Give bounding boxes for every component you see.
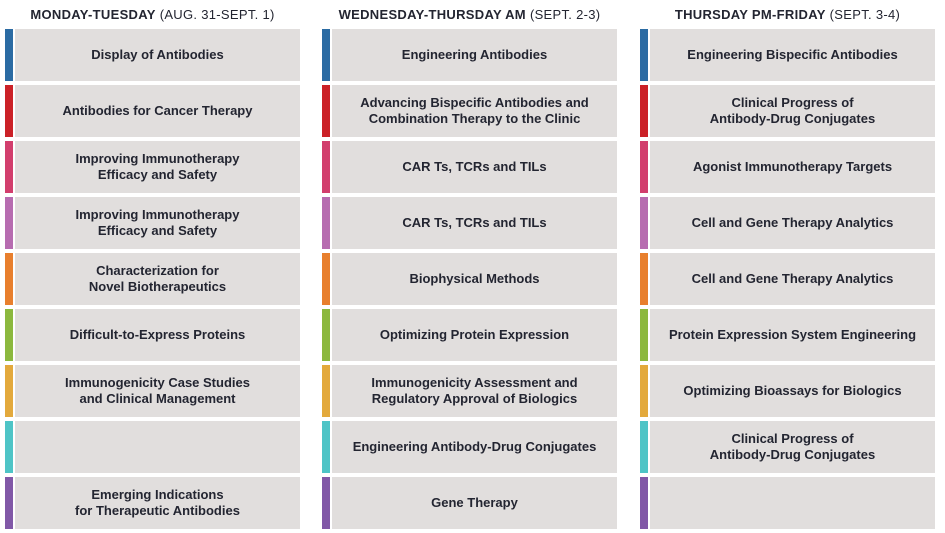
session-card: Difficult-to-Express Proteins (5, 309, 300, 361)
track-color-bar (640, 477, 648, 529)
schedule-column-monday-tuesday: MONDAY-TUESDAY (AUG. 31-SEPT. 1) Display… (5, 0, 300, 529)
session-card: Improving Immunotherapy Efficacy and Saf… (5, 197, 300, 249)
session-card: Optimizing Bioassays for Biologics (640, 365, 935, 417)
track-color-bar (5, 421, 13, 473)
column-header-dates: (SEPT. 3-4) (829, 7, 901, 22)
session-title: Agonist Immunotherapy Targets (650, 141, 935, 193)
schedule-column-wednesday-thursday-am: WEDNESDAY-THURSDAY AM (SEPT. 2-3) Engine… (322, 0, 617, 529)
schedule-column-thursday-pm-friday: THURSDAY PM-FRIDAY (SEPT. 3-4) Engineeri… (640, 0, 935, 529)
column-header: WEDNESDAY-THURSDAY AM (SEPT. 2-3) (322, 0, 617, 29)
track-color-bar (322, 197, 330, 249)
track-color-bar (322, 477, 330, 529)
session-list: Engineering Bispecific Antibodies Clinic… (640, 29, 935, 529)
track-color-bar (322, 309, 330, 361)
track-color-bar (322, 85, 330, 137)
track-color-bar (5, 197, 13, 249)
session-list: Display of Antibodies Antibodies for Can… (5, 29, 300, 529)
session-card: Biophysical Methods (322, 253, 617, 305)
track-color-bar (640, 85, 648, 137)
session-title (15, 421, 300, 473)
session-title: Cell and Gene Therapy Analytics (650, 253, 935, 305)
session-title: Improving Immunotherapy Efficacy and Saf… (15, 197, 300, 249)
session-title: Cell and Gene Therapy Analytics (650, 197, 935, 249)
session-title: CAR Ts, TCRs and TILs (332, 141, 617, 193)
track-color-bar (640, 197, 648, 249)
track-color-bar (5, 29, 13, 81)
session-title: Emerging Indications for Therapeutic Ant… (15, 477, 300, 529)
track-color-bar (640, 141, 648, 193)
session-list: Engineering Antibodies Advancing Bispeci… (322, 29, 617, 529)
session-card: Protein Expression System Engineering (640, 309, 935, 361)
column-header-dates: (SEPT. 2-3) (529, 7, 601, 22)
session-title: Antibodies for Cancer Therapy (15, 85, 300, 137)
session-card: Cell and Gene Therapy Analytics (640, 197, 935, 249)
session-card: Engineering Antibodies (322, 29, 617, 81)
session-card: Engineering Bispecific Antibodies (640, 29, 935, 81)
session-title: Protein Expression System Engineering (650, 309, 935, 361)
track-color-bar (5, 253, 13, 305)
session-card: Clinical Progress of Antibody-Drug Conju… (640, 85, 935, 137)
track-color-bar (5, 309, 13, 361)
session-card: Cell and Gene Therapy Analytics (640, 253, 935, 305)
column-header-days: MONDAY-TUESDAY (30, 7, 156, 22)
session-card: CAR Ts, TCRs and TILs (322, 141, 617, 193)
session-card: Agonist Immunotherapy Targets (640, 141, 935, 193)
column-header-days: THURSDAY PM-FRIDAY (674, 7, 826, 22)
session-title: Improving Immunotherapy Efficacy and Saf… (15, 141, 300, 193)
track-color-bar (640, 29, 648, 81)
track-color-bar (5, 477, 13, 529)
session-title: Clinical Progress of Antibody-Drug Conju… (650, 421, 935, 473)
track-color-bar (5, 85, 13, 137)
session-card (5, 421, 300, 473)
session-title: Difficult-to-Express Proteins (15, 309, 300, 361)
session-card: Immunogenicity Case Studies and Clinical… (5, 365, 300, 417)
session-card: CAR Ts, TCRs and TILs (322, 197, 617, 249)
session-title: Engineering Antibody-Drug Conjugates (332, 421, 617, 473)
track-color-bar (5, 365, 13, 417)
session-title: Clinical Progress of Antibody-Drug Conju… (650, 85, 935, 137)
session-title: Engineering Bispecific Antibodies (650, 29, 935, 81)
session-card (640, 477, 935, 529)
session-title: Immunogenicity Case Studies and Clinical… (15, 365, 300, 417)
session-card: Characterization for Novel Biotherapeuti… (5, 253, 300, 305)
session-card: Clinical Progress of Antibody-Drug Conju… (640, 421, 935, 473)
column-header: THURSDAY PM-FRIDAY (SEPT. 3-4) (640, 0, 935, 29)
session-card: Display of Antibodies (5, 29, 300, 81)
track-color-bar (640, 253, 648, 305)
session-title: Advancing Bispecific Antibodies and Comb… (332, 85, 617, 137)
session-title: Optimizing Protein Expression (332, 309, 617, 361)
session-title: CAR Ts, TCRs and TILs (332, 197, 617, 249)
session-title: Engineering Antibodies (332, 29, 617, 81)
track-color-bar (322, 365, 330, 417)
track-color-bar (640, 365, 648, 417)
session-title: Immunogenicity Assessment and Regulatory… (332, 365, 617, 417)
session-card: Antibodies for Cancer Therapy (5, 85, 300, 137)
session-title: Biophysical Methods (332, 253, 617, 305)
session-card: Engineering Antibody-Drug Conjugates (322, 421, 617, 473)
session-card: Gene Therapy (322, 477, 617, 529)
track-color-bar (322, 421, 330, 473)
column-header: MONDAY-TUESDAY (AUG. 31-SEPT. 1) (5, 0, 300, 29)
track-color-bar (322, 253, 330, 305)
column-header-days: WEDNESDAY-THURSDAY AM (338, 7, 526, 22)
track-color-bar (640, 421, 648, 473)
session-title (650, 477, 935, 529)
session-card: Optimizing Protein Expression (322, 309, 617, 361)
session-title: Gene Therapy (332, 477, 617, 529)
track-color-bar (322, 141, 330, 193)
session-card: Improving Immunotherapy Efficacy and Saf… (5, 141, 300, 193)
column-header-dates: (AUG. 31-SEPT. 1) (159, 7, 275, 22)
session-card: Immunogenicity Assessment and Regulatory… (322, 365, 617, 417)
track-color-bar (640, 309, 648, 361)
session-card: Emerging Indications for Therapeutic Ant… (5, 477, 300, 529)
session-title: Display of Antibodies (15, 29, 300, 81)
session-title: Optimizing Bioassays for Biologics (650, 365, 935, 417)
track-color-bar (322, 29, 330, 81)
track-color-bar (5, 141, 13, 193)
session-title: Characterization for Novel Biotherapeuti… (15, 253, 300, 305)
session-card: Advancing Bispecific Antibodies and Comb… (322, 85, 617, 137)
